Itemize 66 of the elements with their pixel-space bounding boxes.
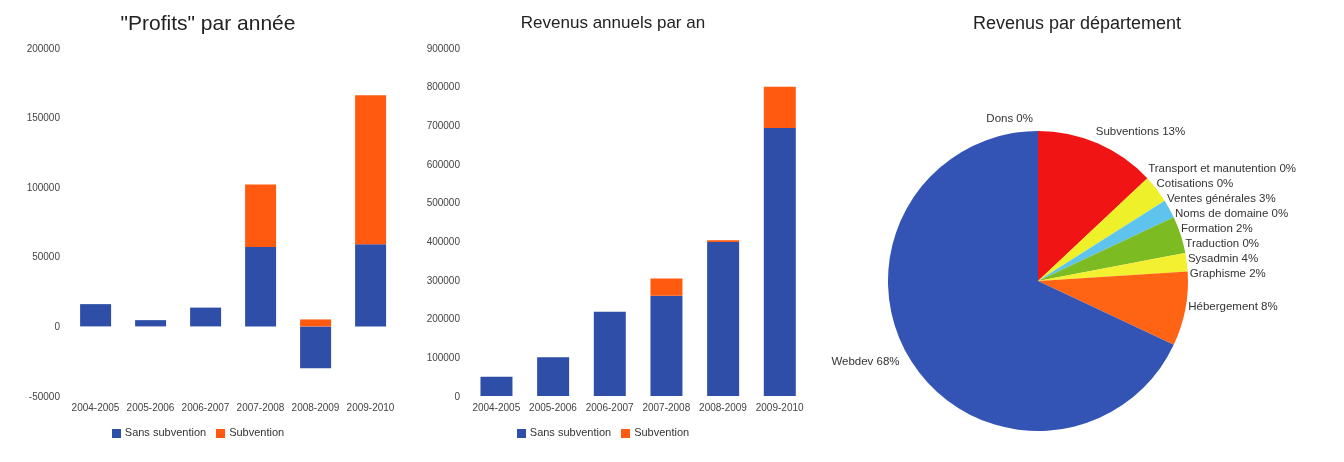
bar xyxy=(190,307,222,327)
slice-label: Hébergement 8% xyxy=(1188,299,1278,312)
bar xyxy=(245,247,277,327)
y-tick-label: 700000 xyxy=(426,119,461,131)
category-label: Dons 0% xyxy=(986,112,1033,124)
slice-label: Sysadmin 4% xyxy=(1187,251,1259,264)
chart-title: Revenus par département xyxy=(971,12,1183,35)
legend-label: Sans subvention xyxy=(124,426,207,438)
x-tick-label: 2004-2005 xyxy=(472,402,521,414)
x-tick-label: 2008-2009 xyxy=(291,402,340,414)
y-tick-label: 50000 xyxy=(32,251,61,263)
slice-label: Ventes générales 3% xyxy=(1167,191,1276,204)
y-tick-label: 900000 xyxy=(426,42,461,54)
bar xyxy=(650,295,683,396)
pie-slice xyxy=(1038,200,1174,281)
x-tick-label: 2005-2006 xyxy=(126,402,175,414)
chart-title: Revenus annuels par an xyxy=(519,12,707,34)
x-tick-label: 2008-2009 xyxy=(699,402,748,414)
x-tick-label: 2004-2005 xyxy=(71,402,120,414)
y-tick-label: 0 xyxy=(54,320,61,332)
legend-label: Subvention xyxy=(634,426,690,438)
slice-label: Formation 2% xyxy=(1181,221,1253,234)
y-tick-label: 400000 xyxy=(426,235,461,247)
y-tick-label: 150000 xyxy=(26,112,61,124)
y-tick-label: 100000 xyxy=(426,351,461,363)
bar xyxy=(537,357,570,396)
bar xyxy=(245,184,277,248)
y-tick-label: 200000 xyxy=(426,313,461,325)
category-label: Traduction 0% xyxy=(1185,236,1260,249)
category-label: Transport et manutention 0% xyxy=(1148,161,1297,174)
y-tick-label: 800000 xyxy=(426,81,461,93)
y-tick-label: 600000 xyxy=(426,158,461,170)
bar xyxy=(763,128,796,396)
category-label: Cotisations 0% xyxy=(1156,176,1234,189)
bar xyxy=(355,244,387,327)
y-tick-label: 500000 xyxy=(426,197,461,209)
bar xyxy=(300,326,332,369)
x-tick-label: 2007-2008 xyxy=(236,402,285,414)
x-tick-label: 2006-2007 xyxy=(181,402,230,414)
bar xyxy=(355,95,387,245)
slice-label: Webdev 68% xyxy=(831,354,900,367)
bar xyxy=(650,278,683,296)
pie-slice xyxy=(1038,271,1188,345)
bar xyxy=(480,376,513,396)
slice-label: Subventions 13% xyxy=(1095,124,1186,137)
slice-label: Graphisme 2% xyxy=(1189,266,1266,279)
bar xyxy=(593,311,626,396)
y-tick-label: 300000 xyxy=(426,274,461,286)
bar xyxy=(707,242,740,396)
bar xyxy=(80,304,112,327)
chart-title: "Profits" par année xyxy=(119,10,297,36)
bar xyxy=(135,320,167,327)
bar xyxy=(300,319,332,327)
y-tick-label: 0 xyxy=(454,390,461,402)
y-tick-label: 100000 xyxy=(26,181,61,193)
x-tick-label: 2009-2010 xyxy=(346,402,395,414)
x-tick-label: 2005-2006 xyxy=(529,402,578,414)
bar xyxy=(763,86,796,129)
category-label: Noms de domaine 0% xyxy=(1175,206,1289,219)
legend-label: Sans subvention xyxy=(529,426,612,438)
x-tick-label: 2007-2008 xyxy=(642,402,691,414)
x-tick-label: 2006-2007 xyxy=(585,402,635,414)
legend-label: Subvention xyxy=(229,426,285,438)
x-tick-label: 2009-2010 xyxy=(755,402,805,414)
y-tick-label: -50000 xyxy=(28,390,61,402)
y-tick-label: 200000 xyxy=(26,42,61,54)
